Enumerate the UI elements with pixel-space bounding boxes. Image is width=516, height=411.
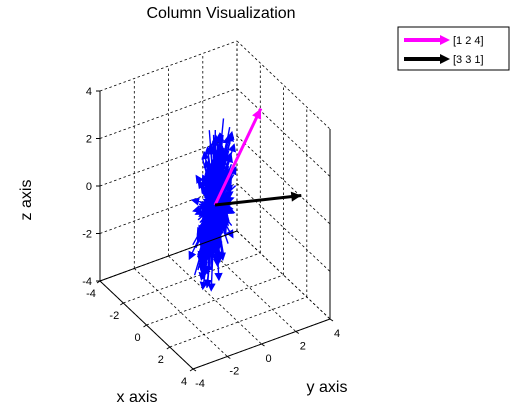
gridline-x-floor: [123, 252, 261, 304]
x-axis-label: x axis: [117, 389, 158, 406]
gridline-x-floor: [169, 296, 307, 348]
z-tick-label: 4: [86, 86, 92, 98]
y-tick-label: -4: [195, 378, 205, 390]
legend-label-series-1: [1 2 4]: [453, 35, 484, 47]
gridline-z-left: [99, 88, 238, 139]
z-tick-label: 0: [86, 181, 92, 193]
gridline-z-right: [236, 135, 331, 225]
y-tick-label: 4: [334, 328, 340, 340]
y-tick-mark: [227, 356, 231, 359]
cloud-vector: [202, 204, 216, 252]
gridline-z-right: [236, 88, 331, 177]
x-tick-mark: [143, 324, 147, 328]
series-arrowhead-1: [252, 108, 262, 120]
gridline-z-right: [236, 230, 331, 320]
cloud-vector: [213, 204, 222, 243]
gridline-y-floor: [168, 255, 262, 345]
tick-labels: -4 -2 0 2 4 -4 -2 0 2 4 -4 -2 0 2 4: [82, 86, 340, 390]
y-tick-mark: [295, 331, 300, 334]
legend-arrowhead-series-1: [440, 35, 450, 45]
x-tick-mark: [189, 368, 194, 372]
series-arrowhead-2: [290, 191, 302, 202]
legend-arrowhead-series-2: [440, 54, 450, 64]
axis-box: [96, 90, 334, 372]
x-tick-label: -2: [109, 310, 119, 322]
gridline-x-floor: [146, 274, 284, 326]
z-tick-label: -2: [82, 229, 92, 241]
z-tick-label: -4: [82, 276, 92, 288]
y-tick-label: 0: [265, 353, 271, 365]
x-tick-label: -4: [86, 288, 96, 300]
x-tick-label: 2: [158, 354, 164, 366]
y-tick-label: 2: [300, 341, 306, 353]
legend-box: [397, 26, 510, 71]
gridline-z-right: [236, 40, 331, 130]
legend-label-series-2: [3 3 1]: [453, 54, 484, 66]
series-arrows: [213, 107, 302, 207]
x-tick-mark: [166, 346, 171, 350]
y-tick-mark: [192, 368, 197, 372]
series-vector-1: [213, 107, 263, 206]
series-vector-2: [214, 194, 302, 207]
y-tick-mark: [329, 318, 334, 322]
cloud-vector: [207, 181, 216, 206]
gridline-y-floor: [134, 268, 228, 357]
y-axis-label: y axis: [307, 379, 348, 396]
gridline-z-right: [236, 183, 331, 272]
y-tick-label: -2: [229, 366, 239, 378]
x-tick-mark: [120, 302, 124, 306]
gridline-z-left: [99, 40, 238, 92]
z-tick-label: 2: [86, 134, 92, 146]
legend: [1 2 4] [3 3 1]: [397, 26, 510, 71]
floor-back-edge: [99, 230, 238, 282]
y-tick-mark: [261, 343, 265, 347]
z-axis-label: z axis: [18, 180, 35, 221]
x-tick-label: 4: [181, 376, 187, 388]
chart-title: Column Visualization: [146, 5, 295, 22]
x-tick-label: 0: [134, 332, 140, 344]
